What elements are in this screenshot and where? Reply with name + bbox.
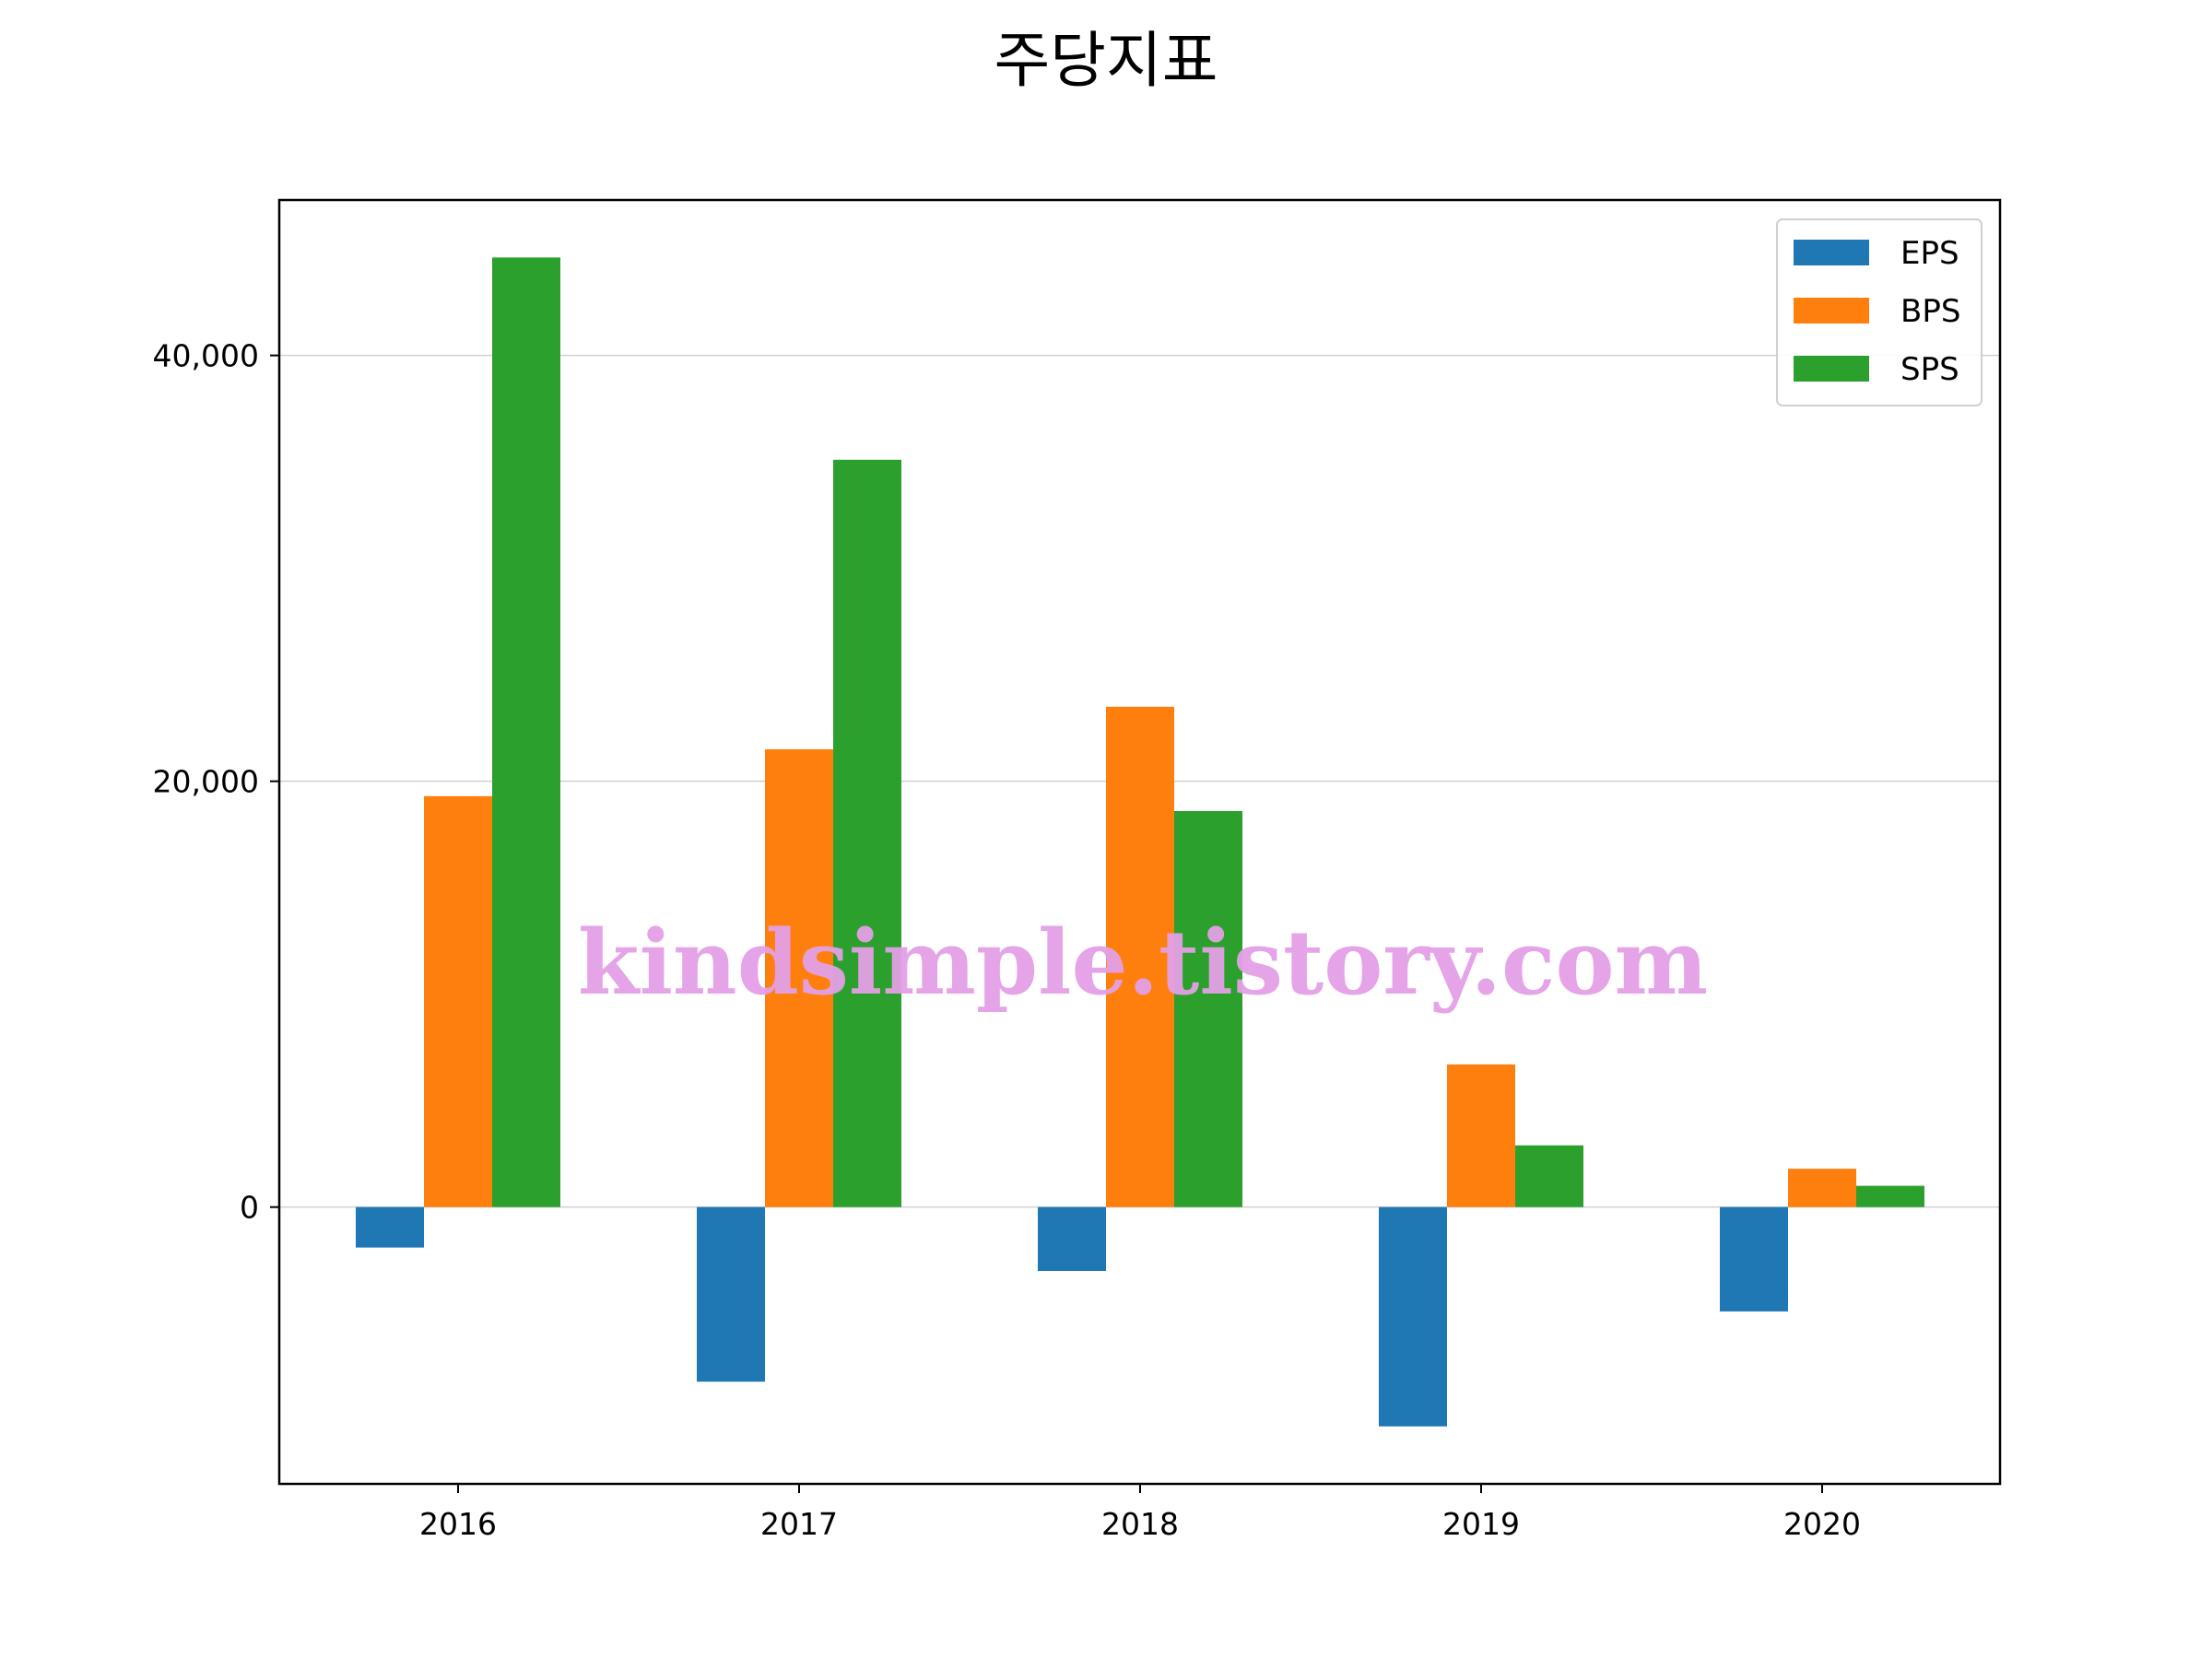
y-tick-label: 20,000 <box>153 764 259 800</box>
legend-label-eps: EPS <box>1900 235 1959 272</box>
x-tick-label: 2020 <box>1783 1506 1861 1542</box>
bar-sps-2017 <box>833 459 901 1207</box>
bar-eps-2017 <box>697 1206 765 1382</box>
bar-eps-2018 <box>1038 1206 1106 1271</box>
bar-bps-2018 <box>1106 706 1174 1207</box>
watermark: kindsimple.tistory.com <box>578 911 1708 1015</box>
legend-swatch-eps <box>1794 240 1869 265</box>
x-tick-label: 2018 <box>1101 1506 1179 1542</box>
bar-bps-2019 <box>1447 1064 1515 1207</box>
x-axis: 2016 2017 2018 2019 2020 <box>419 1484 1861 1542</box>
x-tick-label: 2019 <box>1442 1506 1520 1542</box>
legend-swatch-bps <box>1794 298 1869 324</box>
x-tick-label: 2016 <box>419 1506 497 1542</box>
bar-sps-2018 <box>1174 811 1242 1207</box>
bar-sps-2016 <box>492 257 560 1207</box>
y-axis: 0 20,000 40,000 <box>153 338 279 1226</box>
bar-sps-2019 <box>1515 1145 1583 1207</box>
bar-eps-2019 <box>1379 1206 1447 1427</box>
bar-bps-2017 <box>765 749 833 1207</box>
bars <box>356 257 1924 1427</box>
y-tick-label: 0 <box>240 1190 259 1226</box>
legend-swatch-sps <box>1794 356 1869 382</box>
bar-sps-2020 <box>1856 1185 1924 1207</box>
bar-eps-2020 <box>1720 1206 1788 1312</box>
bar-bps-2020 <box>1788 1169 1856 1207</box>
legend-label-bps: BPS <box>1900 293 1960 330</box>
bar-eps-2016 <box>356 1206 424 1248</box>
bar-bps-2016 <box>424 795 492 1207</box>
chart-title: 주당지표 <box>994 25 1218 96</box>
x-tick-label: 2017 <box>760 1506 838 1542</box>
y-tick-label: 40,000 <box>153 338 259 374</box>
legend: EPS BPS SPS <box>1776 218 1983 406</box>
legend-label-sps: SPS <box>1900 351 1959 388</box>
